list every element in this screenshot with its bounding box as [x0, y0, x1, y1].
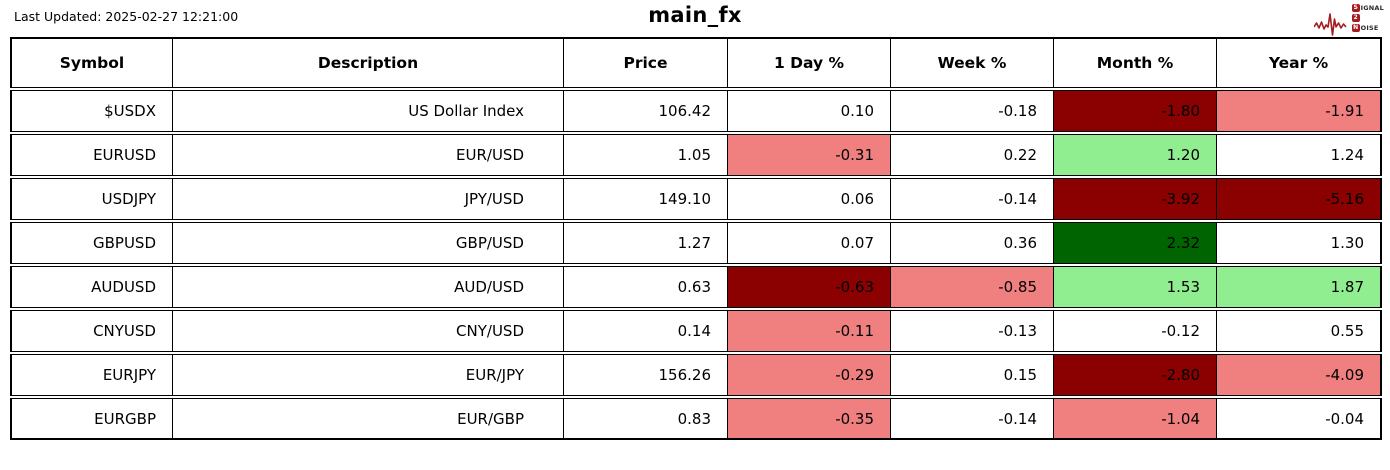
week-pct-cell: 0.36: [890, 222, 1053, 264]
month-pct-cell: -1.04: [1053, 398, 1216, 440]
table-row: EURGBP EUR/GBP 0.83 -0.35 -0.14 -1.04 -0.04: [10, 398, 1382, 440]
logo-wordmark: S IGNAL 2 N OISE: [1351, 3, 1384, 32]
price-cell: 0.63: [563, 266, 727, 308]
table-row: EURUSD EUR/USD 1.05 -0.31 0.22 1.20 1.24: [10, 134, 1382, 176]
month-pct-cell: 1.20: [1053, 134, 1216, 176]
price-cell: 106.42: [563, 90, 727, 132]
day-pct-cell: -0.63: [727, 266, 890, 308]
fx-table-header: Symbol Description Price 1 Day % Week % …: [10, 37, 1382, 88]
price-cell: 1.27: [563, 222, 727, 264]
table-row: USDJPY JPY/USD 149.10 0.06 -0.14 -3.92 -5.16: [10, 178, 1382, 220]
symbol-cell: USDJPY: [10, 178, 172, 220]
day-pct-cell: -0.31: [727, 134, 890, 176]
symbol-cell: GBPUSD: [10, 222, 172, 264]
price-cell: 0.14: [563, 310, 727, 352]
fx-table: Symbol Description Price 1 Day % Week % …: [10, 35, 1382, 442]
year-pct-cell: -1.91: [1216, 90, 1382, 132]
week-pct-cell: -0.14: [890, 178, 1053, 220]
symbol-cell: EURGBP: [10, 398, 172, 440]
day-pct-cell: 0.06: [727, 178, 890, 220]
symbol-cell: EURJPY: [10, 354, 172, 396]
table-row: AUDUSD AUD/USD 0.63 -0.63 -0.85 1.53 1.87: [10, 266, 1382, 308]
header-row: Symbol Description Price 1 Day % Week % …: [10, 37, 1382, 88]
description-cell: EUR/USD: [172, 134, 563, 176]
price-cell: 156.26: [563, 354, 727, 396]
heartbeat-waveform-icon: [1313, 13, 1347, 36]
month-pct-cell: -2.80: [1053, 354, 1216, 396]
description-cell: EUR/JPY: [172, 354, 563, 396]
year-pct-cell: -0.04: [1216, 398, 1382, 440]
logo-text-oise: OISE: [1360, 23, 1379, 32]
week-pct-cell: -0.85: [890, 266, 1053, 308]
description-cell: EUR/GBP: [172, 398, 563, 440]
price-cell: 1.05: [563, 134, 727, 176]
year-pct-cell: -5.16: [1216, 178, 1382, 220]
description-cell: JPY/USD: [172, 178, 563, 220]
column-header-description: Description: [172, 37, 563, 88]
price-cell: 0.83: [563, 398, 727, 440]
symbol-cell: AUDUSD: [10, 266, 172, 308]
month-pct-cell: 1.53: [1053, 266, 1216, 308]
day-pct-cell: 0.10: [727, 90, 890, 132]
page-title: main_fx: [648, 3, 742, 27]
logo-letter-s: S: [1351, 3, 1360, 12]
week-pct-cell: 0.15: [890, 354, 1053, 396]
logo-text-ignal: IGNAL: [1360, 3, 1384, 12]
column-header-price: Price: [563, 37, 727, 88]
week-pct-cell: -0.14: [890, 398, 1053, 440]
description-cell: AUD/USD: [172, 266, 563, 308]
day-pct-cell: -0.11: [727, 310, 890, 352]
year-pct-cell: 1.87: [1216, 266, 1382, 308]
week-pct-cell: -0.13: [890, 310, 1053, 352]
description-cell: CNY/USD: [172, 310, 563, 352]
year-pct-cell: 0.55: [1216, 310, 1382, 352]
column-header-1day-pct: 1 Day %: [727, 37, 890, 88]
description-cell: US Dollar Index: [172, 90, 563, 132]
symbol-cell: $USDX: [10, 90, 172, 132]
year-pct-cell: 1.24: [1216, 134, 1382, 176]
column-header-week-pct: Week %: [890, 37, 1053, 88]
year-pct-cell: -4.09: [1216, 354, 1382, 396]
price-cell: 149.10: [563, 178, 727, 220]
column-header-symbol: Symbol: [10, 37, 172, 88]
day-pct-cell: 0.07: [727, 222, 890, 264]
month-pct-cell: 2.32: [1053, 222, 1216, 264]
month-pct-cell: -1.80: [1053, 90, 1216, 132]
table-row: CNYUSD CNY/USD 0.14 -0.11 -0.13 -0.12 0.55: [10, 310, 1382, 352]
signal2noise-logo: S IGNAL 2 N OISE: [1313, 3, 1384, 36]
month-pct-cell: -0.12: [1053, 310, 1216, 352]
description-cell: GBP/USD: [172, 222, 563, 264]
table-row: EURJPY EUR/JPY 156.26 -0.29 0.15 -2.80 -4.09: [10, 354, 1382, 396]
symbol-cell: EURUSD: [10, 134, 172, 176]
week-pct-cell: -0.18: [890, 90, 1053, 132]
month-pct-cell: -3.92: [1053, 178, 1216, 220]
fx-table-body: $USDX US Dollar Index 106.42 0.10 -0.18 -1.80…: [10, 90, 1382, 440]
column-header-year-pct: Year %: [1216, 37, 1382, 88]
year-pct-cell: 1.30: [1216, 222, 1382, 264]
column-header-month-pct: Month %: [1053, 37, 1216, 88]
day-pct-cell: -0.29: [727, 354, 890, 396]
table-row: $USDX US Dollar Index 106.42 0.10 -0.18 -1.80…: [10, 90, 1382, 132]
week-pct-cell: 0.22: [890, 134, 1053, 176]
day-pct-cell: -0.35: [727, 398, 890, 440]
last-updated-timestamp: Last Updated: 2025-02-27 12:21:00: [14, 9, 239, 24]
table-row: GBPUSD GBP/USD 1.27 0.07 0.36 2.32 1.30: [10, 222, 1382, 264]
symbol-cell: CNYUSD: [10, 310, 172, 352]
logo-letter-2: 2: [1351, 13, 1360, 22]
logo-letter-n: N: [1351, 23, 1360, 32]
